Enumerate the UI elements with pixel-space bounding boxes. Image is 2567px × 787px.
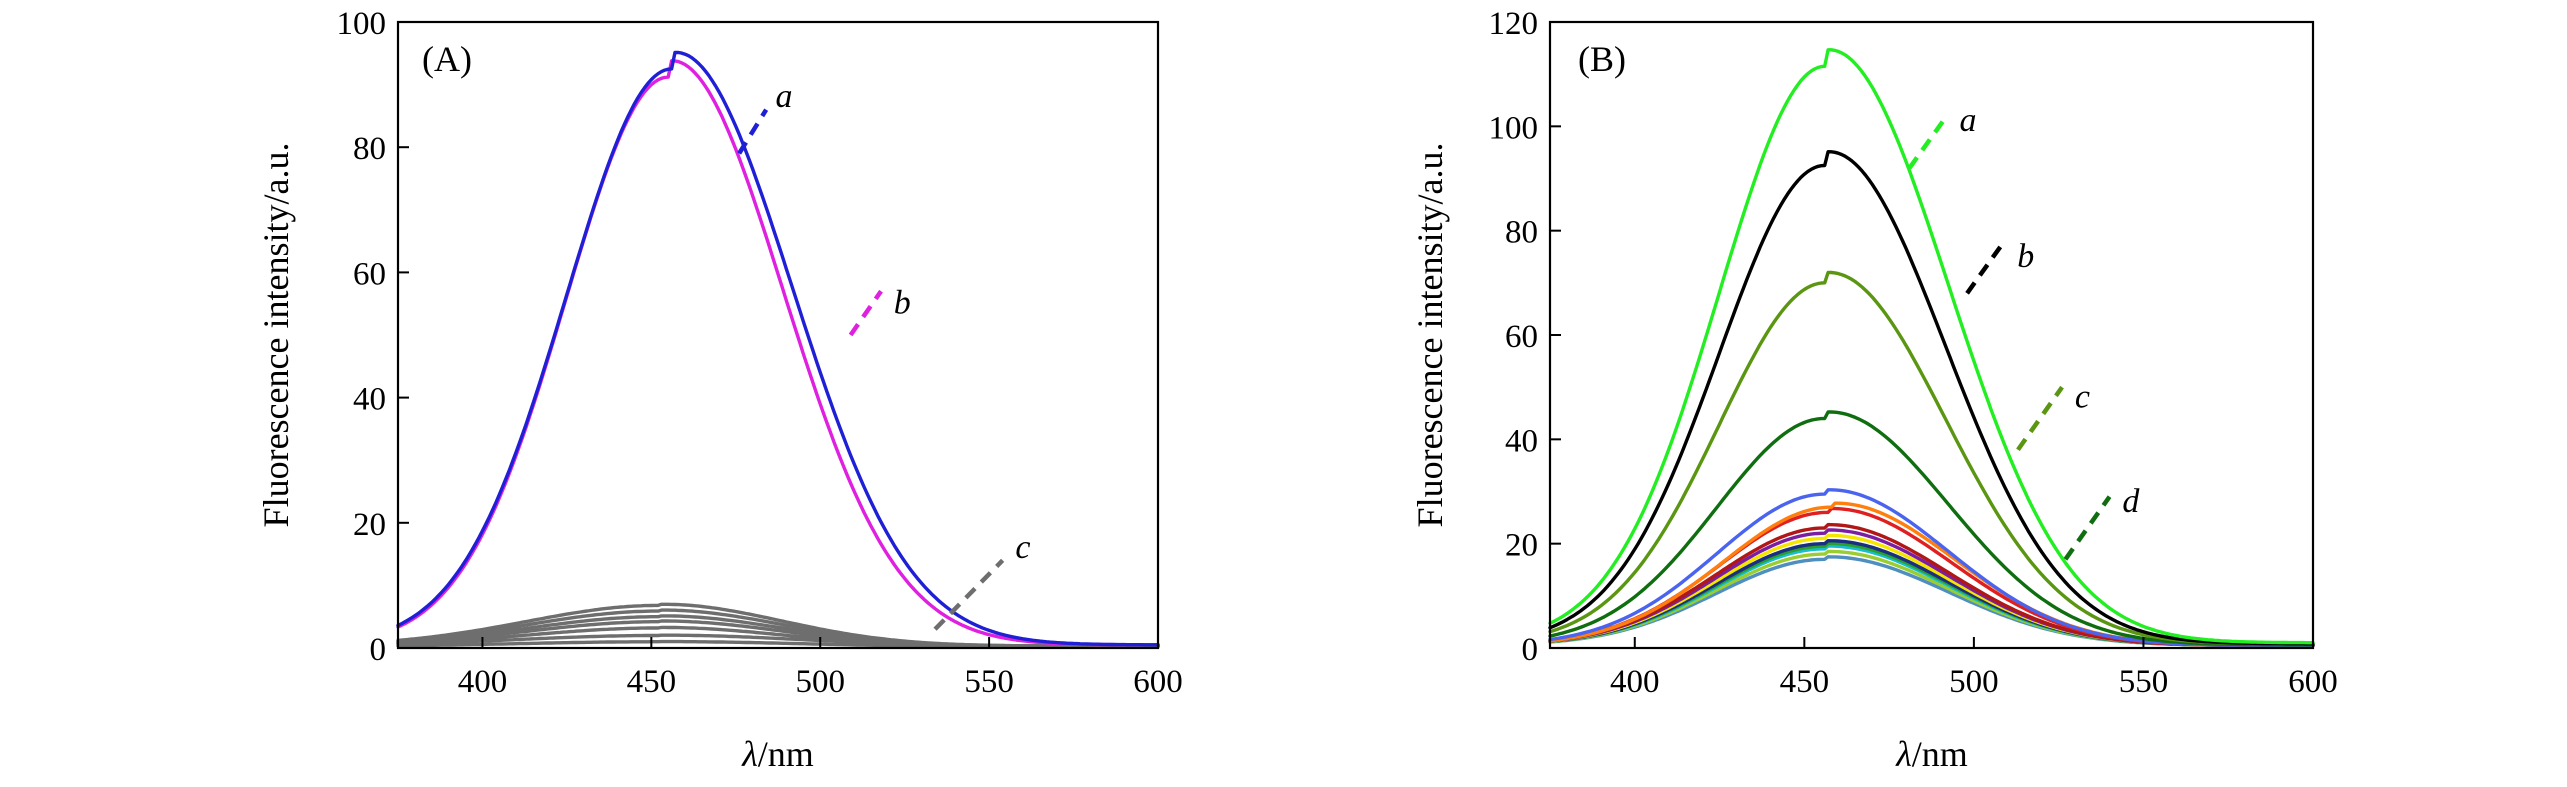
y-tick-label-a: 80 [353,131,386,167]
y-tick-label-b: 60 [1505,319,1538,355]
series-line-b-1 [1548,48,2315,645]
leader-line-a-b [848,289,883,337]
ticks-b: 400 450 500 550 600 0 20 40 60 80 100 120 [1489,6,2338,700]
x-tick-label-a: 500 [795,664,845,700]
x-axis-label-b: λ/nm [1895,734,1968,774]
x-tick-label-b: 550 [2119,664,2169,700]
y-tick-label-a: 20 [353,507,386,543]
x-tick-label-b: 600 [2288,664,2338,700]
y-tick-label-a: 100 [337,6,387,42]
x-tick-label-b: 500 [1949,664,1999,700]
x-tick-label-a: 400 [458,664,508,700]
y-tick-label-b: 120 [1489,6,1539,42]
series-line-a-1 [396,50,1160,647]
series-label-b-d: d [2122,483,2140,520]
y-tick-label-b: 0 [1522,632,1539,668]
y-tick-label-b: 20 [1505,528,1538,564]
y-axis-label-b: Fluorescence intensity/a.u. [1410,143,1450,528]
leader-line-b-c [2016,385,2064,452]
x-axis-symbol-b: λ [1895,734,1912,774]
series-line-b-11 [1548,539,2315,648]
series-line-a-3 [396,602,1160,648]
series-line-a-2 [396,59,1160,647]
y-tick-label-b: 100 [1489,110,1539,146]
series-line-b-10 [1548,533,2315,648]
y-tick-label-a: 0 [370,632,387,668]
series-label-a-c: c [1015,529,1030,566]
plot-frame-b [1548,20,2315,650]
chart-panel-a: a b c 400 450 500 550 600 0 20 40 60 80 100 (A) Fluo… [256,6,1183,774]
leader-line-b-d [2063,495,2112,561]
x-tick-label-a: 550 [964,664,1014,700]
curves-a [396,50,1160,649]
x-tick-label-a: 450 [627,664,677,700]
x-tick-label-a: 600 [1133,664,1183,700]
leader-line-b-b [1965,239,2007,295]
x-axis-unit-b: /nm [1912,734,1968,774]
y-tick-label-a: 40 [353,382,386,418]
curves-b [1548,48,2315,648]
y-tick-label-b: 80 [1505,215,1538,251]
series-line-b-4 [1548,410,2315,647]
x-tick-label-b: 400 [1610,664,1660,700]
leaders-a: a b c [737,78,1030,631]
series-line-b-2 [1548,150,2315,646]
leaders-b: a b c d [1907,102,2140,561]
y-axis-label-a: Fluorescence intensity/a.u. [256,143,296,528]
plot-frame-a [396,20,1160,650]
leader-line-b-a [1907,114,1949,170]
x-axis-symbol-a: λ [741,734,758,774]
x-axis-label-a: λ/nm [741,734,814,774]
series-label-a-a: a [776,78,793,115]
series-label-b-a: a [1960,102,1977,139]
x-axis-unit-a: /nm [758,734,814,774]
ticks-a: 400 450 500 550 600 0 20 40 60 80 100 [337,6,1183,700]
leader-line-a-c [933,558,1005,631]
leader-line-a-a [737,108,769,155]
panel-label-b: (B) [1578,39,1626,79]
series-label-b-b: b [2017,238,2034,275]
series-label-a-b: b [894,285,911,322]
y-tick-label-a: 60 [353,256,386,292]
panel-label-a: (A) [422,39,472,79]
x-tick-label-b: 450 [1780,664,1830,700]
y-tick-label-b: 40 [1505,423,1538,459]
series-label-b-c: c [2075,379,2090,416]
